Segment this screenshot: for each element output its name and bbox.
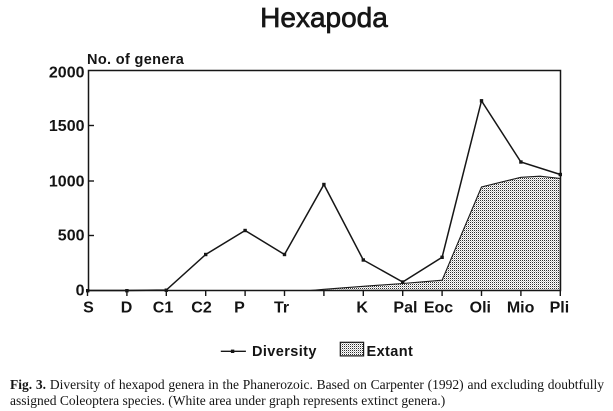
svg-text:500: 500: [58, 228, 85, 245]
svg-text:C1: C1: [153, 300, 174, 317]
svg-text:Pal: Pal: [393, 300, 417, 317]
svg-text:Extant: Extant: [367, 344, 414, 360]
svg-text:P: P: [234, 300, 245, 317]
svg-text:1000: 1000: [49, 174, 85, 191]
svg-text:S: S: [83, 300, 94, 317]
svg-text:No. of genera: No. of genera: [87, 52, 185, 68]
svg-text:Pli: Pli: [550, 300, 570, 317]
svg-text:Mio: Mio: [507, 300, 535, 317]
svg-text:1500: 1500: [49, 118, 85, 135]
svg-text:Diversity: Diversity: [252, 344, 317, 360]
svg-text:Eoc: Eoc: [424, 300, 453, 317]
svg-text:C2: C2: [191, 300, 212, 317]
svg-text:0: 0: [76, 283, 85, 300]
svg-text:Oli: Oli: [470, 300, 491, 317]
svg-text:Tr: Tr: [274, 300, 289, 317]
svg-text:2000: 2000: [49, 65, 85, 82]
svg-text:K: K: [356, 300, 368, 317]
svg-text:D: D: [121, 300, 133, 317]
